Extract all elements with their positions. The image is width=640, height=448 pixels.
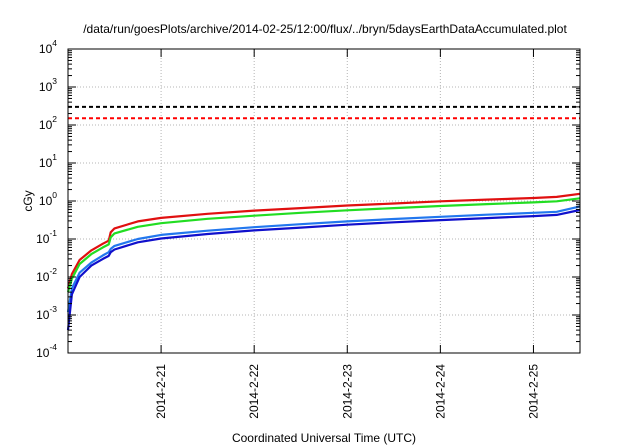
- y-tick-label: 104: [39, 38, 57, 56]
- y-tick-label: 102: [39, 114, 57, 132]
- y-tick-label: 103: [39, 76, 57, 94]
- series-line: [66, 192, 581, 289]
- series-line: [66, 197, 581, 293]
- y-tick-label: 10-1: [36, 228, 57, 246]
- threshold-lines: [68, 105, 580, 120]
- series-line: [66, 205, 581, 313]
- x-tick-label: 2014-2-22: [247, 364, 261, 419]
- y-tick-label: 10-2: [36, 266, 57, 284]
- tick-marks: [68, 48, 580, 354]
- chart-title: /data/run/goesPlots/archive/2014-02-25/1…: [83, 22, 567, 36]
- x-tick-label: 2014-2-21: [154, 364, 168, 419]
- series-group: [66, 192, 581, 331]
- x-axis-label: Coordinated Universal Time (UTC): [232, 431, 416, 445]
- y-tick-labels: 10-4 10-3 10-2 10-1 100 101 102 103 104: [36, 38, 57, 360]
- x-tick-label: 2014-2-23: [340, 364, 354, 419]
- y-axis-label: cGy: [21, 190, 35, 211]
- y-tick-label: 10-4: [36, 342, 57, 360]
- series-line: [66, 208, 581, 331]
- x-tick-label: 2014-2-25: [526, 364, 540, 419]
- x-tick-labels: 2014-2-21 2014-2-22 2014-2-23 2014-2-24 2014…: [154, 364, 540, 419]
- x-tick-label: 2014-2-24: [433, 364, 447, 419]
- y-tick-label: 101: [39, 152, 57, 170]
- y-tick-label: 10-3: [36, 304, 57, 322]
- y-tick-label: 100: [39, 190, 57, 208]
- grid: [68, 49, 580, 353]
